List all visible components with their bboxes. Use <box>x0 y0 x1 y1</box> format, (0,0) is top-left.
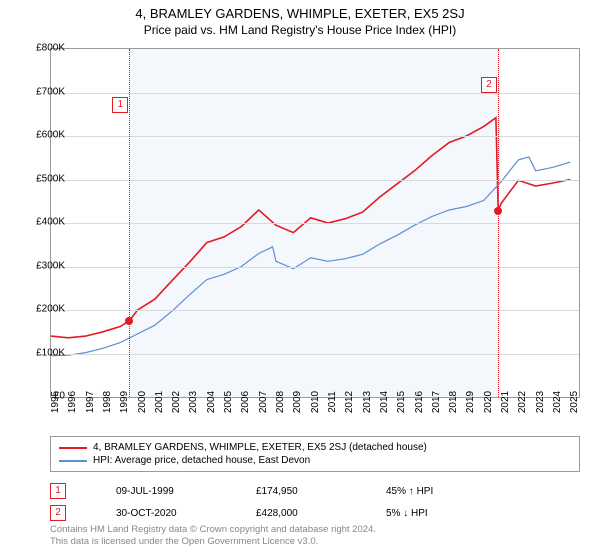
sales-table: 1 09-JUL-1999 £174,950 45% ↑ HPI 2 30-OCT-202… <box>50 480 433 524</box>
legend-row: HPI: Average price, detached house, East… <box>59 454 571 467</box>
legend-label: HPI: Average price, detached house, East… <box>93 455 310 466</box>
sale-marker-dot <box>494 207 502 215</box>
attribution-text: Contains HM Land Registry data © Crown c… <box>50 524 376 549</box>
x-tick-label: 2007 <box>258 391 269 413</box>
sale-row: 2 30-OCT-2020 £428,000 5% ↓ HPI <box>50 502 433 524</box>
x-tick-label: 2016 <box>414 391 425 413</box>
sale-row-date: 30-OCT-2020 <box>116 508 206 519</box>
sale-row-delta: 5% ↓ HPI <box>386 508 428 519</box>
y-tick-label: £500K <box>36 173 65 184</box>
y-tick-label: £800K <box>36 43 65 54</box>
x-tick-label: 2000 <box>137 391 148 413</box>
x-tick-label: 2001 <box>154 391 165 413</box>
chart-container: 4, BRAMLEY GARDENS, WHIMPLE, EXETER, EX5… <box>0 0 600 560</box>
x-tick-label: 1995 <box>50 391 61 413</box>
x-tick-label: 2017 <box>431 391 442 413</box>
legend-swatch <box>59 460 87 462</box>
x-tick-label: 2020 <box>483 391 494 413</box>
legend-swatch <box>59 447 87 449</box>
x-tick-label: 2014 <box>379 391 390 413</box>
title-address: 4, BRAMLEY GARDENS, WHIMPLE, EXETER, EX5… <box>0 0 600 21</box>
x-tick-label: 2010 <box>310 391 321 413</box>
x-tick-label: 2013 <box>362 391 373 413</box>
x-tick-label: 2008 <box>275 391 286 413</box>
y-tick-label: £600K <box>36 130 65 141</box>
x-tick-label: 2012 <box>344 391 355 413</box>
sale-row-flag: 1 <box>50 483 66 499</box>
legend-box: 4, BRAMLEY GARDENS, WHIMPLE, EXETER, EX5… <box>50 436 580 472</box>
y-tick-label: £700K <box>36 86 65 97</box>
x-tick-label: 2005 <box>223 391 234 413</box>
attribution-line1: Contains HM Land Registry data © Crown c… <box>50 524 376 536</box>
x-tick-label: 2003 <box>188 391 199 413</box>
x-tick-label: 2024 <box>552 391 563 413</box>
attribution-line2: This data is licensed under the Open Gov… <box>50 536 376 548</box>
x-tick-label: 2011 <box>327 391 338 413</box>
x-tick-label: 1998 <box>102 391 113 413</box>
sale-row-flag: 2 <box>50 505 66 521</box>
sale-row-price: £428,000 <box>256 508 336 519</box>
x-tick-label: 2018 <box>448 391 459 413</box>
x-tick-label: 2021 <box>500 391 511 413</box>
sale-row-date: 09-JUL-1999 <box>116 486 206 497</box>
sale-vertical-marker <box>498 49 499 397</box>
x-tick-label: 2009 <box>292 391 303 413</box>
sale-row: 1 09-JUL-1999 £174,950 45% ↑ HPI <box>50 480 433 502</box>
x-tick-label: 2025 <box>569 391 580 413</box>
sale-vertical-marker <box>129 49 130 397</box>
title-subtitle: Price paid vs. HM Land Registry's House … <box>0 21 600 37</box>
y-tick-label: £300K <box>36 260 65 271</box>
sale-row-delta: 45% ↑ HPI <box>386 486 433 497</box>
y-tick-label: £400K <box>36 217 65 228</box>
x-tick-label: 2004 <box>206 391 217 413</box>
y-tick-label: £100K <box>36 347 65 358</box>
x-tick-label: 1997 <box>85 391 96 413</box>
plot-area: 12 <box>50 48 580 398</box>
x-tick-label: 1999 <box>119 391 130 413</box>
x-tick-label: 2006 <box>240 391 251 413</box>
x-tick-label: 2022 <box>517 391 528 413</box>
sale-flag-2: 2 <box>481 77 497 93</box>
sale-marker-dot <box>125 317 133 325</box>
sale-row-price: £174,950 <box>256 486 336 497</box>
x-tick-label: 1996 <box>67 391 78 413</box>
x-tick-label: 2002 <box>171 391 182 413</box>
legend-row: 4, BRAMLEY GARDENS, WHIMPLE, EXETER, EX5… <box>59 441 571 454</box>
sale-flag-1: 1 <box>112 97 128 113</box>
legend-label: 4, BRAMLEY GARDENS, WHIMPLE, EXETER, EX5… <box>93 442 427 453</box>
x-tick-label: 2023 <box>535 391 546 413</box>
y-tick-label: £200K <box>36 304 65 315</box>
x-tick-label: 2019 <box>465 391 476 413</box>
x-tick-label: 2015 <box>396 391 407 413</box>
